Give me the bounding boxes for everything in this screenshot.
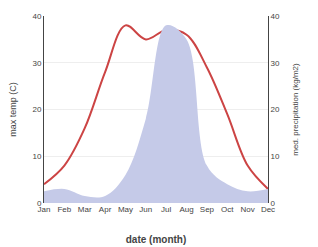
svg-text:Aug: Aug: [179, 205, 193, 214]
svg-text:40: 40: [32, 12, 41, 21]
svg-text:Mar: Mar: [78, 205, 92, 214]
svg-text:20: 20: [271, 105, 280, 114]
svg-text:Jun: Jun: [139, 205, 152, 214]
svg-text:0: 0: [37, 199, 42, 208]
svg-text:max temp (C): max temp (C): [8, 82, 18, 137]
svg-text:Sep: Sep: [200, 205, 215, 214]
svg-text:Nov: Nov: [241, 205, 255, 214]
svg-text:Dec: Dec: [261, 205, 275, 214]
svg-text:Feb: Feb: [57, 205, 71, 214]
svg-text:20: 20: [32, 105, 41, 114]
svg-text:date (month): date (month): [126, 234, 187, 245]
svg-text:May: May: [118, 205, 133, 214]
svg-text:Apr: Apr: [99, 205, 112, 214]
svg-text:40: 40: [271, 12, 280, 21]
svg-text:Oct: Oct: [221, 205, 234, 214]
svg-text:0: 0: [271, 199, 276, 208]
svg-text:Jul: Jul: [161, 205, 171, 214]
svg-text:30: 30: [271, 59, 280, 68]
svg-text:30: 30: [32, 59, 41, 68]
svg-text:med. precipitation (kg/m2): med. precipitation (kg/m2): [291, 63, 300, 156]
svg-text:Jan: Jan: [38, 205, 51, 214]
svg-text:10: 10: [271, 152, 280, 161]
svg-text:10: 10: [32, 152, 41, 161]
